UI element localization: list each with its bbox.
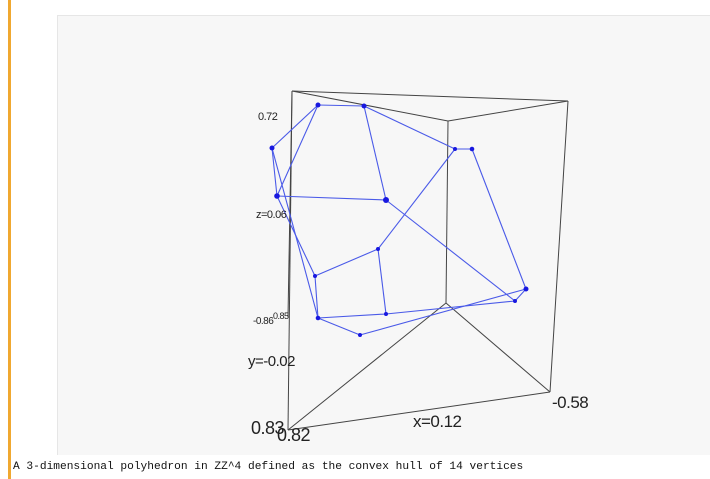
vertex — [513, 299, 517, 303]
edge — [314, 275, 319, 319]
edge — [514, 288, 527, 302]
edge — [363, 105, 456, 150]
edge — [276, 195, 316, 277]
edge — [377, 248, 387, 315]
vertex — [269, 145, 275, 151]
box-edge — [445, 302, 551, 393]
y-min-label: 0.83 — [251, 418, 285, 438]
edge — [359, 288, 527, 336]
vertex — [313, 274, 317, 278]
edge — [271, 147, 278, 197]
box-edge — [447, 100, 569, 122]
z-max-label: 0.72 — [258, 111, 278, 123]
box-edge — [287, 391, 551, 431]
x-max-label: -0.58 — [552, 393, 588, 412]
polyhedron-edges — [271, 104, 527, 336]
vertex — [361, 103, 367, 109]
vertex — [383, 197, 389, 203]
box-edge — [291, 90, 569, 102]
edge — [317, 317, 361, 336]
edge — [385, 300, 516, 315]
box-edge — [445, 120, 449, 304]
3d-plot-viewer[interactable]: 0.72 z=0.06 -0.86 0.85 y=-0.02 0.83 0.82… — [57, 15, 710, 455]
edge — [317, 313, 387, 319]
vertex — [453, 147, 457, 151]
bounding-box — [287, 90, 569, 431]
edge — [471, 148, 527, 290]
y-mid-label: y=-0.02 — [248, 353, 295, 370]
box-edge — [291, 90, 449, 122]
vertex — [274, 193, 280, 199]
edge — [317, 104, 365, 107]
output-cell-marker — [8, 0, 11, 479]
polyhedron-vertices — [269, 102, 529, 337]
polyhedron-canvas[interactable]: 0.72 z=0.06 -0.86 0.85 y=-0.02 0.83 0.82… — [58, 16, 710, 456]
box-edge — [287, 302, 447, 431]
z-min-label-overlap: 0.85 — [273, 311, 289, 321]
box-edge — [549, 100, 569, 393]
edge — [276, 195, 387, 201]
vertex — [469, 146, 475, 152]
vertex — [376, 247, 380, 251]
vertex — [315, 315, 321, 321]
edge — [377, 148, 456, 250]
x-min-label: 0.82 — [277, 425, 311, 445]
edge — [314, 248, 379, 277]
vertex — [523, 286, 529, 292]
vertex — [315, 102, 321, 108]
box-edge — [287, 90, 293, 318]
edge — [271, 104, 319, 149]
z-min-label: -0.86 — [253, 316, 274, 327]
vertex — [384, 312, 388, 316]
edge — [363, 105, 387, 201]
output-caption: A 3-dimensional polyhedron in ZZ^4 defin… — [13, 461, 524, 473]
x-mid-label: x=0.12 — [413, 412, 462, 431]
z-mid-label: z=0.06 — [256, 209, 287, 221]
edge — [276, 104, 319, 197]
vertex — [358, 333, 362, 337]
edge — [385, 199, 516, 302]
